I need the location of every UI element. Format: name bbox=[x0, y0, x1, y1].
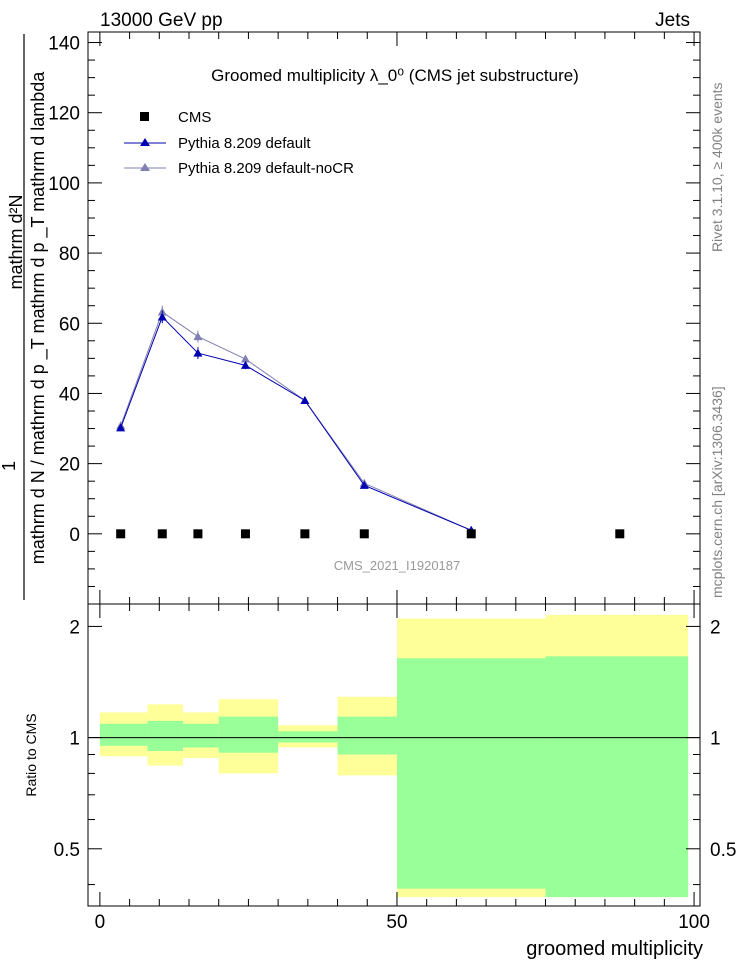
ratio-band-inner bbox=[337, 716, 397, 755]
main-title: Groomed multiplicity λ_0⁰ (CMS jet subst… bbox=[211, 66, 579, 85]
ratio-x-ticks: 0 50 100 bbox=[95, 604, 710, 933]
ratio-band-inner bbox=[183, 723, 219, 748]
legend-label-cms: CMS bbox=[178, 109, 211, 126]
ratio-y-tick-label-right: 1 bbox=[710, 729, 721, 750]
y-tick-label: 40 bbox=[59, 384, 80, 405]
y-tick-label: 0 bbox=[69, 525, 80, 546]
legend-label-nocr: Pythia 8.209 default-noCR bbox=[178, 160, 354, 177]
main-x-ticks bbox=[99, 32, 695, 604]
data-point-triangle bbox=[240, 354, 250, 363]
legend-marker-nocr bbox=[140, 163, 150, 171]
y-tick-label: 140 bbox=[48, 34, 80, 55]
ratio-band-inner bbox=[147, 720, 184, 751]
legend-marker-cms bbox=[140, 112, 149, 121]
legend-label-default: Pythia 8.209 default bbox=[178, 135, 311, 152]
ratio-y-tick-label: 1 bbox=[69, 729, 80, 750]
ratio-y-tick-label-right: 2 bbox=[710, 617, 721, 638]
x-tick-label: 50 bbox=[386, 912, 407, 933]
main-panel: Groomed multiplicity λ_0⁰ (CMS jet subst… bbox=[0, 31, 701, 605]
ratio-y-tick-label-right: 0.5 bbox=[710, 840, 736, 861]
y-label-denominator: mathrm d N / mathrm d p _T mathrm d p _T… bbox=[28, 71, 49, 564]
data-point-triangle bbox=[193, 332, 203, 341]
data-point-triangle bbox=[300, 395, 310, 404]
data-point-triangle bbox=[359, 480, 369, 489]
data-point-square bbox=[240, 529, 250, 539]
ratio-bands bbox=[99, 614, 689, 898]
main-y-ticks: 0 20 40 60 80 100 120 140 bbox=[48, 34, 700, 605]
ratio-band-inner bbox=[545, 656, 689, 898]
header-right: Jets bbox=[655, 10, 690, 31]
mcplots-label: mcplots.cern.ch [arXiv:1306.3436] bbox=[709, 386, 725, 598]
analysis-label: CMS_2021_I1920187 bbox=[334, 558, 461, 573]
data-point-square bbox=[116, 529, 126, 539]
x-axis-label: groomed multiplicity bbox=[526, 938, 703, 960]
x-tick-label: 0 bbox=[95, 912, 106, 933]
y-tick-label: 80 bbox=[59, 244, 80, 265]
y-label-numerator: mathrm d²N bbox=[6, 194, 26, 289]
data-point-square bbox=[300, 529, 310, 539]
data-point-triangle bbox=[240, 360, 250, 369]
ratio-y-tick-label: 0.5 bbox=[54, 840, 80, 861]
data-point-triangle bbox=[193, 348, 203, 357]
legend-marker-default bbox=[140, 138, 150, 146]
y-label-prefactor: 1 bbox=[0, 461, 19, 471]
ratio-band-inner bbox=[396, 658, 546, 889]
y-tick-label: 20 bbox=[59, 455, 80, 476]
ratio-panel: 0.5 0.5 1 1 2 2 0 50 100 Ratio to CMS groomed m… bbox=[23, 603, 736, 960]
main-series bbox=[116, 305, 625, 539]
data-point-triangle bbox=[157, 312, 167, 321]
ratio-band-inner bbox=[218, 716, 279, 753]
y-tick-label: 60 bbox=[59, 314, 80, 335]
data-point-square bbox=[157, 529, 167, 539]
ratio-band-inner bbox=[99, 723, 148, 746]
x-tick-label: 100 bbox=[678, 912, 710, 933]
data-point-square bbox=[615, 529, 625, 539]
y-tick-label: 120 bbox=[48, 104, 80, 125]
ratio-y-ticks: 0.5 0.5 1 1 2 2 bbox=[54, 617, 736, 886]
legend: CMS Pythia 8.209 default Pythia 8.209 de… bbox=[124, 109, 354, 177]
ratio-band-inner bbox=[278, 731, 338, 743]
y-tick-label: 100 bbox=[48, 174, 80, 195]
data-point-square bbox=[359, 529, 369, 539]
series-line bbox=[120, 311, 472, 531]
header-left: 13000 GeV pp bbox=[100, 10, 223, 31]
rivet-label: Rivet 3.1.10, ≥ 400k events bbox=[709, 82, 725, 252]
data-point-square bbox=[466, 529, 476, 539]
data-point-square bbox=[193, 529, 203, 539]
ratio-y-tick-label: 2 bbox=[69, 617, 80, 638]
data-point-triangle bbox=[116, 423, 126, 432]
ratio-y-label: Ratio to CMS bbox=[23, 713, 39, 796]
series-line bbox=[120, 316, 472, 531]
